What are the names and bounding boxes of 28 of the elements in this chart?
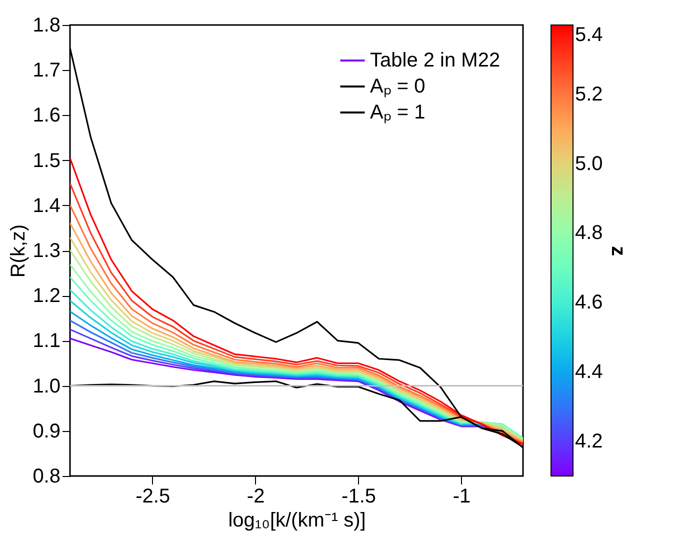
y-tick-label: 1.3 [32, 240, 60, 262]
color-bar-label: 5.4 [575, 24, 603, 46]
color-bar-label: 4.2 [575, 430, 603, 452]
color-bar-label: 5.0 [575, 152, 603, 175]
x-tick-label: -1 [452, 486, 471, 508]
y-tick-label: 1.7 [32, 60, 60, 82]
x-axis-title: log₁₀[k/(km⁻¹ s)] [228, 510, 366, 532]
x-tick-label: -2.5 [136, 486, 170, 508]
y-tick-label: 1.5 [32, 150, 60, 172]
y-tick-label: 1.6 [32, 104, 60, 127]
y-tick-label: 1.0 [32, 375, 60, 398]
x-tick-label: -1.5 [342, 486, 376, 508]
color-bar-label: 4.4 [575, 360, 603, 383]
y-tick-label: 1.1 [32, 330, 60, 352]
y-tick-label: 1.4 [32, 194, 60, 217]
color-bar-label: 4.8 [575, 222, 603, 244]
y-tick-label: 1.8 [32, 14, 60, 36]
y-tick-label: 0.9 [32, 420, 60, 442]
x-tick-label: -2 [246, 486, 265, 508]
y-tick-label: 0.8 [32, 466, 60, 488]
color-bar-title: z [607, 246, 629, 256]
color-bar-label: 4.6 [575, 292, 603, 314]
legend-label: Aₚ = 0 [370, 76, 426, 98]
y-tick-label: 1.2 [32, 285, 60, 308]
legend-label: Aₚ = 1 [370, 102, 426, 124]
legend-label: Table 2 in M22 [370, 50, 500, 72]
color-bar-label: 5.2 [575, 83, 603, 106]
y-axis-title: R(k,z) [8, 224, 30, 278]
